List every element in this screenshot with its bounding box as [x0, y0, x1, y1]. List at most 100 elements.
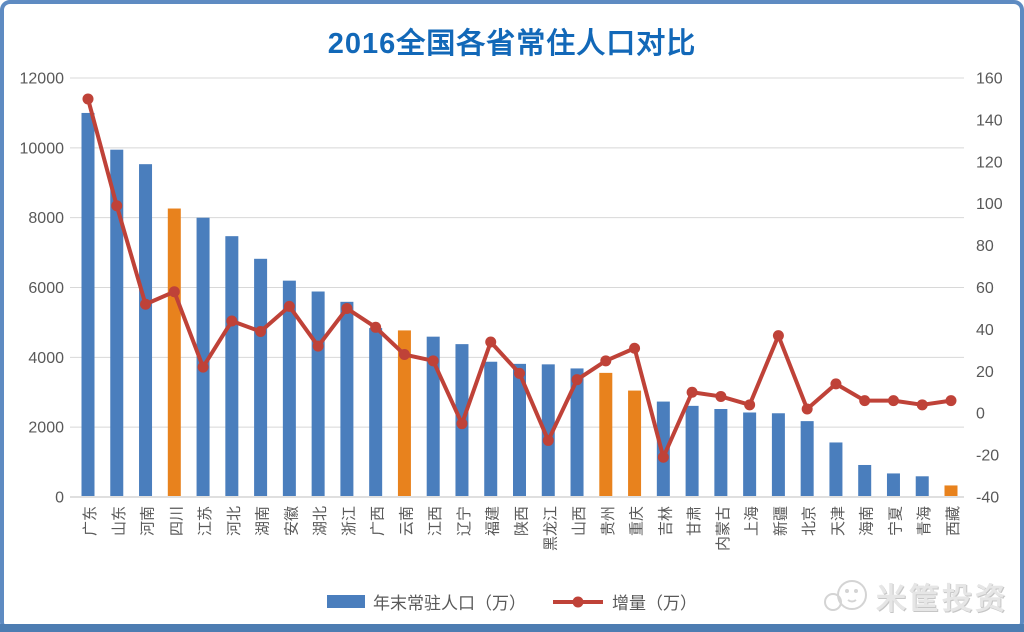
line-point-内蒙古 [715, 390, 727, 402]
y-axis-tick-right: 40 [976, 322, 994, 339]
line-point-浙江 [341, 302, 353, 314]
line-point-河北 [226, 315, 238, 327]
bar-天津 [829, 442, 843, 496]
y-axis-tick-left: 4000 [28, 350, 64, 367]
x-axis-label-河北: 河北 [226, 506, 243, 536]
line-point-北京 [801, 403, 813, 415]
line-point-江西 [427, 355, 439, 367]
bar-江西 [426, 336, 440, 496]
bar-江苏 [196, 217, 210, 496]
line-point-青海 [916, 399, 928, 411]
line-point-安徽 [283, 300, 295, 312]
x-axis-label-广东: 广东 [82, 506, 99, 536]
bar-陕西 [513, 363, 526, 496]
line-point-陕西 [514, 367, 525, 379]
y-axis-tick-right: 120 [976, 154, 1003, 171]
y-axis-tick-left: 12000 [20, 71, 65, 88]
x-axis-label-北京: 北京 [801, 506, 818, 536]
x-axis-label-天津: 天津 [830, 506, 847, 536]
bar-山东 [110, 149, 124, 497]
x-axis-label-陕西: 陕西 [514, 506, 531, 536]
bar-青海 [915, 476, 929, 496]
line-swatch-icon [553, 596, 603, 607]
y-axis-tick-right: -40 [976, 490, 999, 507]
x-axis-label-安徽: 安徽 [283, 506, 300, 536]
bar-海南 [858, 464, 872, 496]
y-axis-tick-left: 0 [55, 490, 64, 507]
y-axis-tick-right: -20 [976, 448, 999, 465]
bar-新疆 [771, 413, 785, 496]
x-axis-label-新疆: 新疆 [772, 506, 789, 536]
x-axis-label-贵州: 贵州 [600, 506, 617, 536]
bar-四川 [167, 208, 181, 496]
bar-贵州 [599, 372, 613, 496]
y-axis-tick-right: 80 [976, 238, 994, 255]
chart-title: 2016全国各省常住人口对比 [327, 28, 697, 60]
x-axis-label-内蒙古: 内蒙古 [715, 506, 732, 551]
line-point-重庆 [629, 342, 641, 354]
bar-湖北 [311, 291, 325, 496]
x-axis-label-山东: 山东 [111, 506, 128, 536]
bar-甘肃 [685, 405, 699, 496]
bar-内蒙古 [714, 409, 728, 496]
x-axis-label-福建: 福建 [485, 506, 502, 536]
bar-湖南 [254, 258, 268, 496]
mikuang-logo-icon [824, 580, 867, 611]
watermark-text: 米筐投资 [876, 583, 1008, 616]
line-point-山东 [111, 200, 123, 212]
bar-广东 [81, 112, 95, 496]
line-point-贵州 [600, 355, 612, 367]
line-point-广西 [370, 321, 382, 333]
line-point-黑龙江 [542, 434, 554, 446]
x-axis-label-山西: 山西 [571, 506, 588, 536]
y-axis-tick-right: 160 [976, 71, 1003, 88]
x-axis-label-湖北: 湖北 [312, 506, 329, 536]
line-point-山西 [571, 374, 583, 386]
bar-swatch-icon [327, 595, 365, 608]
bar-山西 [570, 368, 584, 496]
x-axis-label-青海: 青海 [916, 506, 933, 536]
legend-item-increment: 增量（万） [552, 589, 697, 614]
y-axis-tick-left: 2000 [28, 420, 64, 437]
x-axis-label-黑龙江: 黑龙江 [542, 506, 559, 551]
bar-西藏 [944, 485, 958, 496]
line-point-新疆 [772, 330, 784, 342]
line-point-宁夏 [887, 395, 899, 407]
bar-云南 [397, 330, 411, 496]
line-point-西藏 [945, 395, 957, 407]
x-axis-label-甘肃: 甘肃 [686, 506, 703, 536]
legend-label-population: 年末常驻人口（万） [373, 594, 526, 613]
x-axis-label-宁夏: 宁夏 [887, 506, 904, 536]
line-point-云南 [398, 349, 410, 361]
bottom-accent-bar [0, 624, 1024, 632]
bar-上海 [743, 412, 757, 496]
legend-item-population: 年末常驻人口（万） [327, 589, 526, 614]
watermark: 米筐投资 [822, 574, 1008, 618]
bar-河南 [139, 164, 153, 497]
x-axis-label-四川: 四川 [168, 506, 185, 536]
bar-宁夏 [886, 473, 900, 496]
y-axis-tick-right: 0 [976, 406, 985, 423]
x-axis-label-海南: 海南 [859, 506, 876, 536]
x-axis-label-吉林: 吉林 [657, 506, 674, 536]
line-point-海南 [859, 395, 871, 407]
line-point-福建 [485, 336, 497, 348]
legend-label-increment: 增量（万） [612, 594, 697, 613]
x-axis-label-江苏: 江苏 [197, 506, 214, 536]
line-point-四川 [168, 286, 180, 298]
x-axis-label-重庆: 重庆 [629, 506, 646, 536]
line-point-吉林 [657, 451, 669, 463]
bar-浙江 [340, 301, 354, 496]
bar-安徽 [282, 280, 296, 496]
bar-重庆 [628, 390, 642, 496]
line-point-河南 [140, 298, 152, 310]
x-axis-label-辽宁: 辽宁 [456, 506, 473, 536]
bar-福建 [484, 361, 498, 496]
y-axis-tick-left: 8000 [28, 210, 64, 227]
line-point-上海 [744, 399, 756, 411]
bar-河北 [225, 236, 239, 497]
line-point-辽宁 [456, 418, 468, 430]
x-axis-label-西藏: 西藏 [945, 506, 962, 536]
y-axis-tick-left: 10000 [20, 140, 65, 157]
